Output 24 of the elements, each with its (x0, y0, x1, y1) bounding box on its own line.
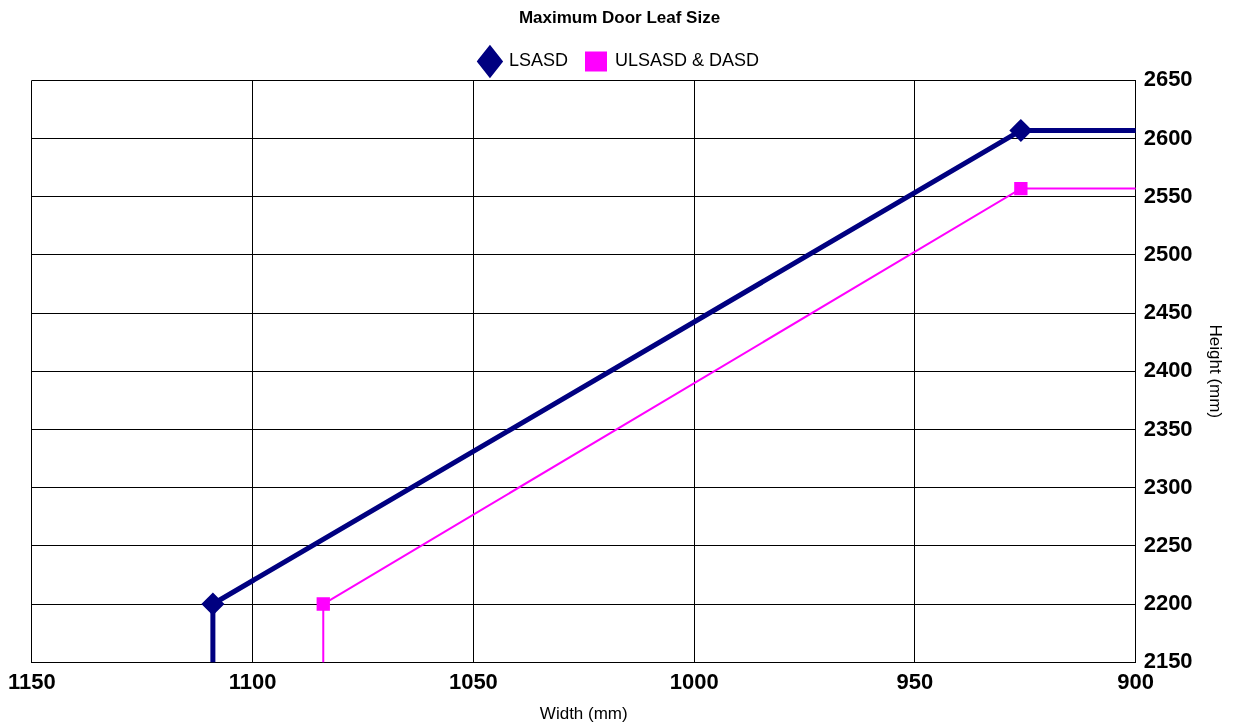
legend-label: LSASD (508, 50, 568, 71)
x-tick-label: 1050 (448, 669, 498, 695)
y2-tick-label: 2300 (1143, 473, 1193, 499)
point (1014, 181, 1028, 196)
y2-tick-label: 2250 (1143, 531, 1193, 557)
point (1010, 119, 1032, 141)
y2-tick-label: 2400 (1143, 357, 1193, 383)
y2-tick-label: 2200 (1143, 590, 1193, 616)
x-tick-label: 1100 (228, 669, 277, 695)
y2-tick-label: 2650 (1143, 66, 1193, 92)
x-tick-label: 950 (896, 669, 934, 695)
legend-label: ULSASD & DASD (614, 50, 760, 71)
x-tick-label: 1150 (8, 669, 56, 695)
y2-tick-label: 2450 (1143, 299, 1193, 325)
x-tick-label: 1000 (669, 669, 719, 695)
y2-tick-label: 2550 (1143, 182, 1193, 208)
point (202, 593, 224, 615)
x-axis-title: Width (mm) (539, 704, 628, 724)
y2-tick-label: 2500 (1143, 241, 1193, 266)
y2-tick-label: 2350 (1143, 415, 1193, 441)
chart-title: Maximum Door Leaf Size (518, 7, 721, 27)
y2-tick-label: 2600 (1143, 124, 1193, 150)
y2-axis-title: Height (mm) (1206, 324, 1226, 419)
point (316, 597, 330, 611)
